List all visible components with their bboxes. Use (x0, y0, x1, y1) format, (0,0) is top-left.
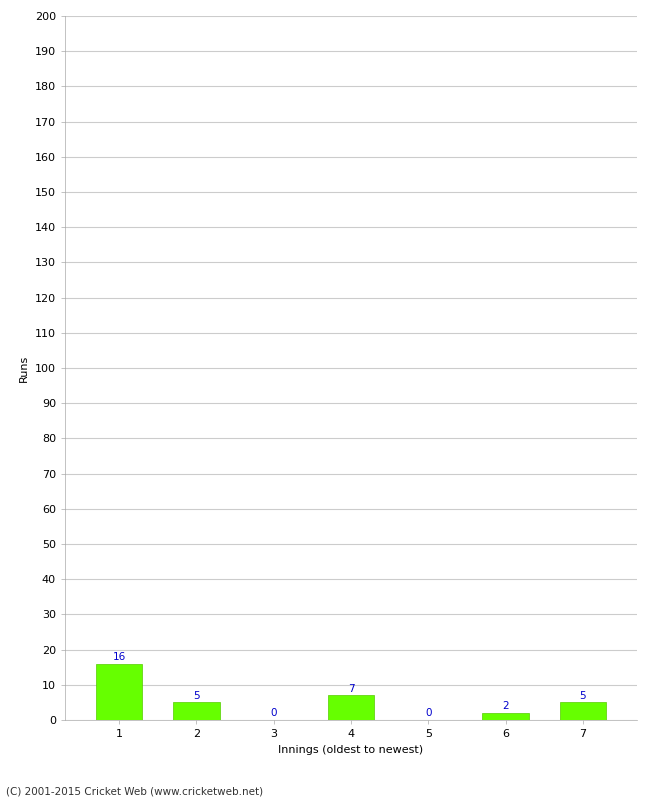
X-axis label: Innings (oldest to newest): Innings (oldest to newest) (278, 745, 424, 754)
Text: 7: 7 (348, 683, 354, 694)
Bar (96, 664, 142, 720)
Text: (C) 2001-2015 Cricket Web (www.cricketweb.net): (C) 2001-2015 Cricket Web (www.cricketwe… (6, 786, 264, 796)
Bar (173, 702, 220, 720)
Text: 2: 2 (502, 701, 509, 711)
Text: 5: 5 (580, 690, 586, 701)
Text: 0: 0 (425, 708, 432, 718)
Y-axis label: Runs: Runs (20, 354, 29, 382)
Bar (328, 695, 374, 720)
Text: 0: 0 (270, 708, 277, 718)
Bar (482, 713, 529, 720)
Text: 16: 16 (112, 652, 125, 662)
Bar (560, 702, 606, 720)
Text: 5: 5 (193, 690, 200, 701)
